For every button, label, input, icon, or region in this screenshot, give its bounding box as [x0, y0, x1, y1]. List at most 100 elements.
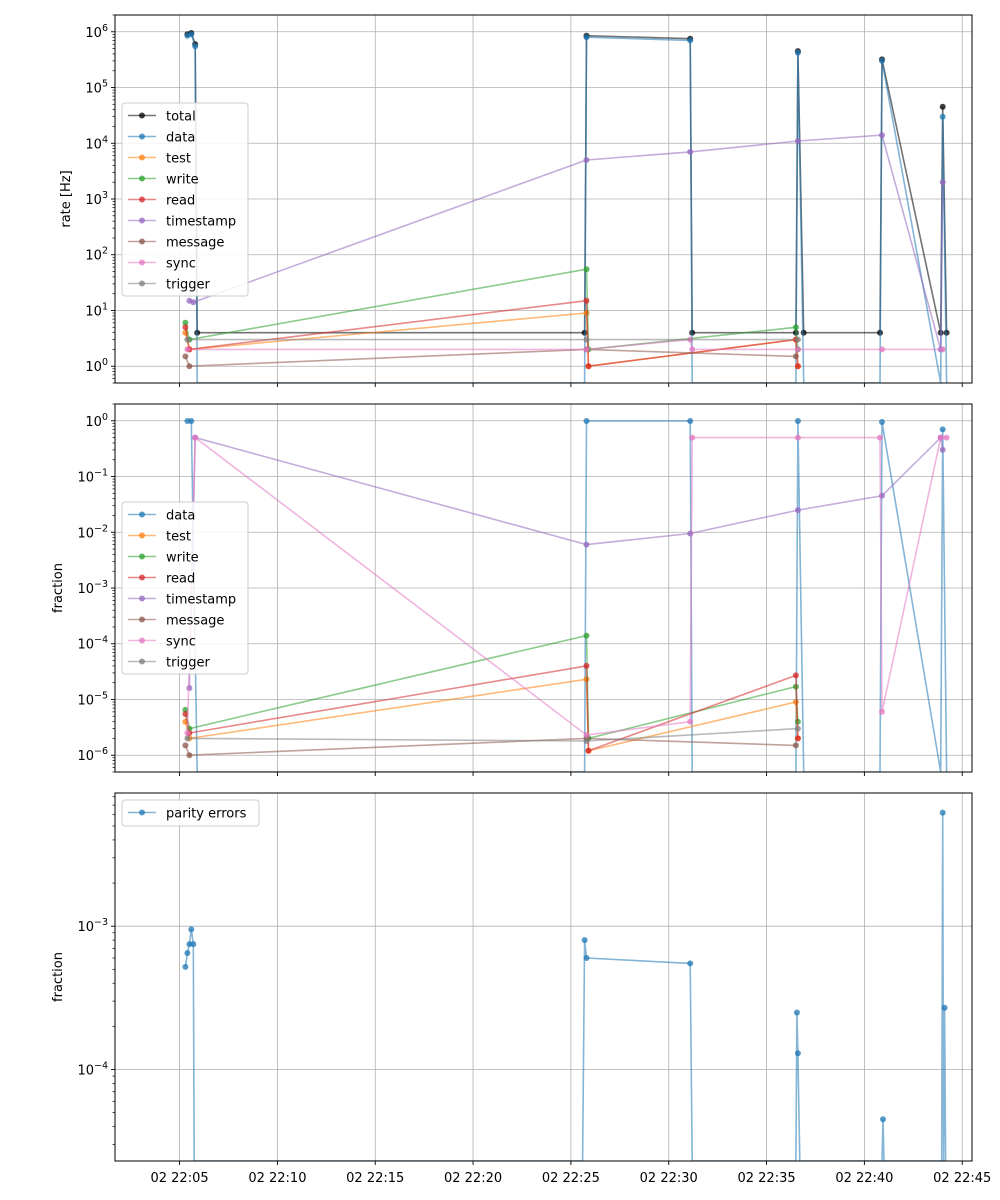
data-point	[182, 706, 189, 713]
x-tick-label: 02 22:10	[248, 1171, 306, 1186]
legend: total data test write read timestamp message sy…	[121, 102, 249, 297]
legend-item: trigger	[128, 656, 211, 671]
legend-label: timestamp	[166, 593, 236, 608]
y-axis-label: fraction	[51, 952, 66, 1002]
chart-panel-3: 10−4 10−3 02 22:05 02 22:10 02 22:15 02 22:20…	[51, 792, 991, 1186]
series-line	[187, 338, 943, 351]
legend: data test write read timestamp message sync tri…	[121, 501, 249, 675]
legend-label: write	[166, 173, 199, 188]
y-minor-ticks	[112, 14, 115, 384]
legend-marker	[139, 259, 145, 266]
grid	[115, 404, 972, 772]
series-line	[187, 727, 798, 742]
legend-label: total	[166, 110, 196, 125]
legend: parity errors	[121, 799, 260, 827]
legend-item: write	[128, 173, 199, 188]
data-point	[689, 434, 696, 441]
data-point	[188, 926, 195, 933]
legend-marker	[139, 238, 145, 245]
series-data	[184, 31, 948, 383]
series-parity-errors	[182, 809, 948, 1161]
data-point	[184, 950, 191, 956]
series-read	[182, 297, 801, 370]
data-point	[186, 752, 193, 759]
data-point	[585, 363, 592, 370]
legend-item: write	[128, 551, 199, 566]
data-point	[941, 1004, 948, 1011]
data-point	[937, 434, 944, 441]
series-line	[184, 664, 799, 752]
data-point	[182, 963, 189, 970]
legend-marker	[139, 196, 145, 203]
series-trigger	[184, 725, 801, 744]
x-tick-label: 02 22:45	[933, 1171, 991, 1186]
y-tick-label: 10−5	[77, 690, 108, 708]
legend-label: write	[166, 551, 199, 566]
data-point	[794, 507, 801, 514]
legend-item: read	[128, 572, 195, 587]
legend-item: sync	[128, 635, 196, 650]
y-axis-label: fraction	[51, 563, 66, 613]
legend-marker	[139, 175, 145, 182]
x-tick-label: 02 22:20	[444, 1171, 502, 1186]
y-tick-label: 10−6	[77, 746, 108, 764]
data-point	[939, 346, 946, 353]
data-point	[687, 148, 694, 155]
legend-marker	[139, 637, 145, 644]
legend-item: timestamp	[128, 215, 236, 230]
legend-item: parity errors	[128, 807, 247, 822]
data-point	[186, 363, 193, 370]
legend-box	[121, 799, 260, 827]
data-point	[182, 711, 189, 717]
legend-item: test	[128, 152, 191, 167]
series-sync	[184, 434, 950, 739]
data-point	[794, 363, 801, 370]
legend-box	[121, 102, 249, 297]
y-minor-ticks	[112, 796, 115, 1145]
series-group	[182, 809, 948, 1161]
data-point	[792, 324, 799, 331]
series-timestamp	[186, 132, 946, 353]
legend-label: test	[166, 530, 191, 545]
data-point	[687, 418, 694, 424]
y-tick-label: 105	[85, 79, 108, 97]
data-point	[182, 353, 189, 360]
data-point	[190, 941, 197, 948]
data-point	[583, 418, 590, 424]
series-total	[184, 30, 950, 336]
data-point	[687, 37, 694, 44]
x-tick-label: 02 22:35	[737, 1171, 795, 1186]
data-point	[182, 319, 189, 326]
data-point	[879, 132, 885, 139]
data-point	[939, 103, 946, 110]
y-tick-label: 101	[85, 301, 108, 319]
data-point	[794, 418, 801, 424]
series-timestamp	[186, 434, 946, 692]
y-tick-label: 10−1	[77, 468, 108, 486]
legend-item: trigger	[128, 278, 211, 293]
data-point	[184, 730, 191, 736]
chart-panel-2: 10−6 10−5 10−4 10−3 10−2 10−1 100 fraction data t…	[51, 403, 973, 776]
x-tick-label: 02 22:25	[542, 1171, 600, 1186]
data-point	[880, 1116, 886, 1123]
data-point	[188, 31, 195, 38]
series-line	[184, 812, 947, 1161]
data-point	[583, 34, 590, 41]
legend-item: test	[128, 530, 191, 545]
grid	[115, 793, 972, 1161]
y-tick-label: 100	[85, 357, 108, 375]
legend-label: read	[166, 194, 195, 209]
data-point	[877, 434, 883, 441]
legend-marker	[139, 553, 145, 560]
data-point	[583, 632, 590, 639]
x-tick-label: 02 22:30	[640, 1171, 698, 1186]
series-data	[184, 418, 948, 772]
data-point	[689, 346, 696, 353]
data-point	[583, 157, 590, 163]
legend-label: sync	[166, 635, 196, 650]
data-point	[182, 742, 189, 749]
legend-label: data	[166, 509, 195, 524]
data-point	[794, 49, 801, 56]
legend-label: timestamp	[166, 215, 236, 230]
legend-item: sync	[128, 257, 196, 272]
